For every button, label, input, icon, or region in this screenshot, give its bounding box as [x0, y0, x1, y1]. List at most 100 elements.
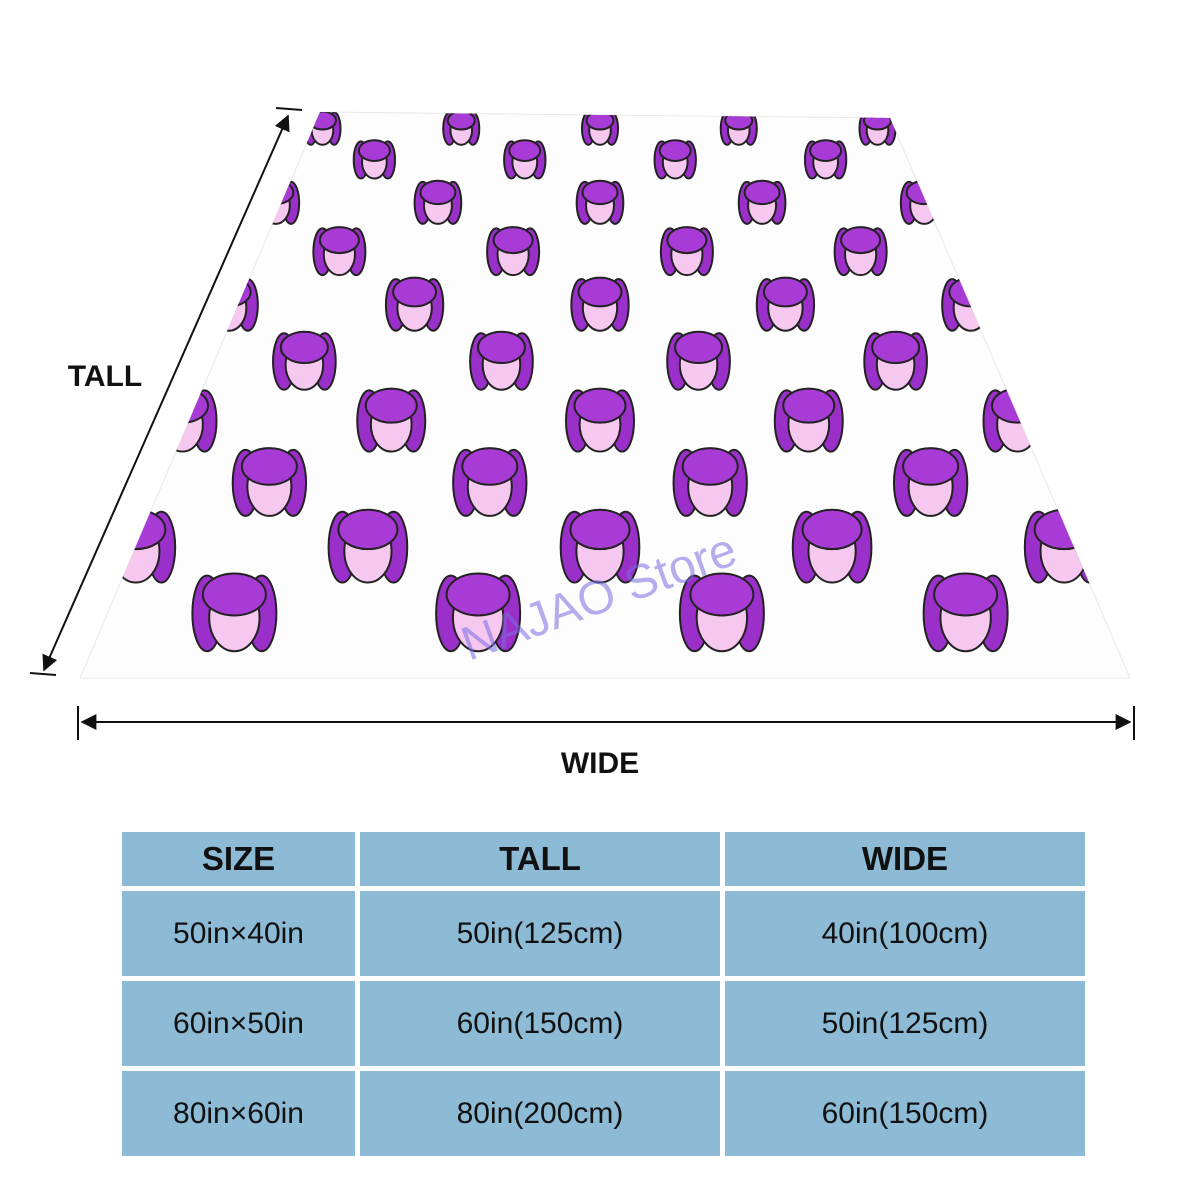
pattern-shape — [1060, 332, 1085, 391]
pattern-shape — [89, 180, 108, 225]
pattern-shape — [147, 389, 174, 453]
pattern-shape — [210, 283, 248, 332]
pattern-shape — [1192, 390, 1200, 451]
cell: 50in(125cm) — [360, 891, 720, 976]
pattern-shape — [12, 450, 38, 516]
pattern-shape — [1144, 116, 1166, 145]
pattern-shape — [1017, 232, 1051, 277]
pattern-shape — [1013, 226, 1055, 255]
pattern-shape — [1072, 338, 1113, 391]
pattern-shape — [743, 179, 781, 206]
pattern-shape — [0, 390, 8, 451]
pattern-shape — [948, 276, 994, 308]
pattern-shape — [689, 572, 755, 617]
pattern-shape — [202, 140, 219, 180]
tick — [275, 107, 303, 111]
header-cell: SIZE — [122, 832, 355, 886]
cell: 60in(150cm) — [725, 1071, 1085, 1156]
pattern-shape — [392, 276, 438, 308]
pattern-shape — [905, 179, 943, 206]
cell: 80in×60in — [122, 1071, 355, 1156]
pattern-shape — [809, 139, 843, 162]
pattern-shape — [508, 139, 542, 162]
pattern-shape — [1126, 278, 1130, 332]
pattern-shape — [0, 234, 7, 276]
pattern-shape — [1122, 447, 1130, 486]
pattern-shape — [210, 144, 238, 180]
pattern-shape — [15, 279, 35, 331]
pattern-shape — [801, 508, 863, 551]
pattern-shape — [98, 185, 129, 225]
pattern-shape — [981, 140, 998, 180]
pattern-shape — [53, 141, 67, 178]
tall-label: TALL — [68, 360, 142, 393]
pattern-shape — [80, 140, 96, 180]
pattern-shape — [279, 330, 329, 365]
pattern-shape — [95, 179, 133, 206]
pattern-shape — [840, 226, 882, 255]
pattern-shape — [1139, 285, 1173, 331]
pattern-shape — [80, 448, 87, 517]
pattern-shape — [1004, 114, 1029, 146]
tick — [29, 672, 57, 676]
header-cell: WIDE — [725, 832, 1085, 886]
pattern-shape — [1167, 576, 1196, 652]
pattern-shape — [337, 508, 399, 551]
pattern-shape — [1137, 112, 1150, 144]
pattern-shape — [1189, 227, 1200, 253]
pattern-shape — [21, 448, 76, 485]
pattern-shape — [1160, 112, 1173, 144]
pattern-shape — [1020, 112, 1036, 146]
pattern-shape — [27, 112, 40, 144]
pattern-shape — [149, 232, 183, 277]
pattern-shape — [1135, 278, 1178, 307]
pattern-shape — [1068, 330, 1118, 365]
pattern-shape — [1071, 185, 1102, 225]
blanket-diagram: TALL WIDE NAJAO Store — [0, 107, 1200, 780]
pattern-shape — [863, 112, 892, 131]
pattern-shape — [199, 278, 222, 332]
pattern-shape — [119, 180, 139, 225]
pattern-shape — [476, 330, 526, 365]
pattern-shape — [782, 387, 836, 424]
pattern-shape — [201, 572, 267, 617]
pattern-shape — [95, 510, 126, 584]
pattern-shape — [1193, 234, 1200, 276]
pattern-shape — [1067, 179, 1105, 206]
pattern-shape — [445, 572, 511, 617]
pattern-shape — [27, 285, 61, 331]
pattern-shape — [171, 114, 196, 146]
pattern-shape — [0, 584, 16, 651]
pattern-shape — [1142, 112, 1169, 130]
pattern-shape — [1113, 144, 1130, 180]
pattern-shape — [577, 276, 623, 308]
pattern-shape — [1104, 140, 1122, 180]
pattern-shape — [1001, 112, 1031, 131]
pattern-shape — [1113, 448, 1130, 517]
pattern-shape — [1165, 279, 1185, 331]
pattern-shape — [1162, 450, 1188, 516]
cell: 80in(200cm) — [360, 1071, 720, 1156]
pattern-shape — [240, 447, 298, 486]
pattern-shape — [930, 180, 949, 225]
pattern-shape — [959, 139, 993, 162]
pattern-shape — [257, 179, 295, 206]
pattern-shape — [188, 112, 203, 146]
pattern-shape — [681, 447, 739, 486]
pattern-shape — [492, 226, 534, 255]
cell: 50in×40in — [122, 891, 355, 976]
pattern-shape — [1128, 456, 1130, 517]
pattern-shape — [666, 226, 708, 255]
pattern-shape — [0, 228, 18, 275]
pattern-shape — [585, 112, 615, 131]
pattern-shape — [991, 387, 1044, 424]
pattern-shape — [1178, 574, 1200, 616]
pattern-shape — [1007, 227, 1028, 277]
pattern-shape — [978, 278, 1001, 332]
pattern-shape — [207, 139, 241, 162]
pattern-shape — [52, 279, 72, 331]
pattern-shape — [229, 140, 246, 180]
wide-label: WIDE — [561, 747, 639, 780]
pattern-shape — [419, 179, 457, 206]
